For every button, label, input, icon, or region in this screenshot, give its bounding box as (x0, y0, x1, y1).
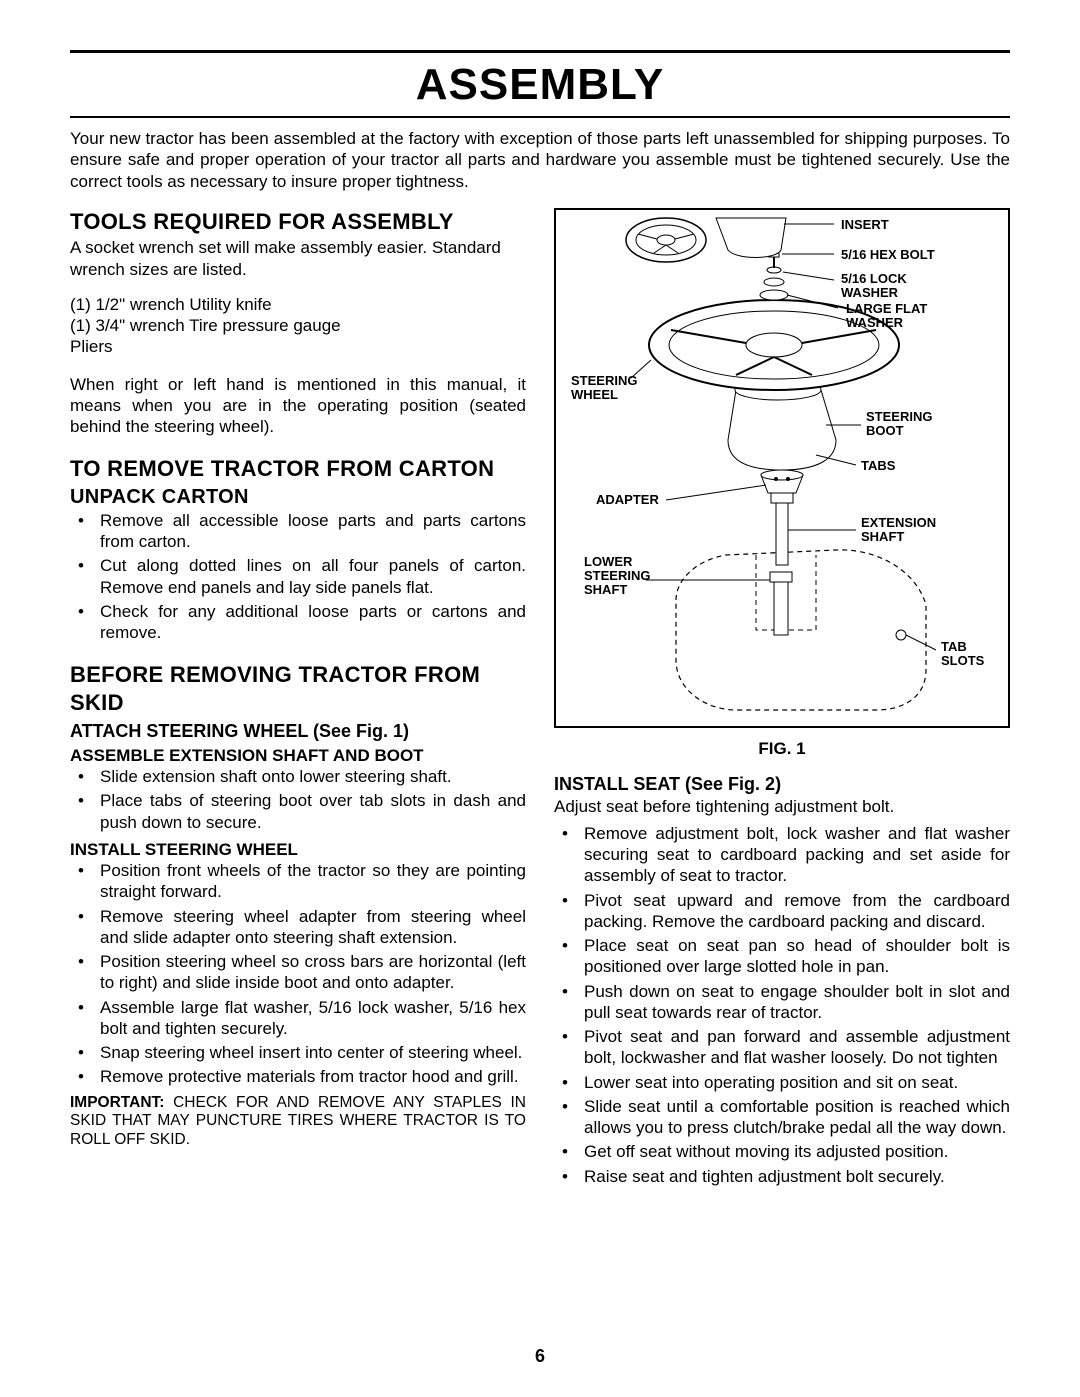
attach-steering-heading: ATTACH STEERING WHEEL (See Fig. 1) (70, 720, 526, 743)
install-wheel-list: Position front wheels of the tractor so … (70, 860, 526, 1088)
list-item: Remove protective materials from tractor… (100, 1066, 526, 1087)
tool-item: (1) 3/4" wrench Tire pressure gauge (70, 315, 526, 336)
left-column: TOOLS REQUIRED FOR ASSEMBLY A socket wre… (70, 208, 526, 1190)
right-column: INSERT 5/16 HEX BOLT 5/16 LOCK WASHER LA… (554, 208, 1010, 1190)
tools-lead: A socket wrench set will make assembly e… (70, 237, 526, 280)
label-steering-boot: STEERING BOOT (866, 410, 932, 439)
label-hex-bolt: 5/16 HEX BOLT (841, 248, 935, 262)
figure-caption: FIG. 1 (554, 738, 1010, 759)
assemble-ext-list: Slide extension shaft onto lower steerin… (70, 766, 526, 833)
label-lower-shaft: LOWER STEERING SHAFT (584, 555, 650, 598)
list-item: Snap steering wheel insert into center o… (100, 1042, 526, 1063)
list-item: Position front wheels of the tractor so … (100, 860, 526, 903)
label-adapter: ADAPTER (596, 493, 659, 507)
label-tab-slots: TAB SLOTS (941, 640, 984, 669)
list-item: Pivot seat upward and remove from the ca… (584, 890, 1010, 933)
rule-under-title (70, 116, 1010, 118)
list-item: Assemble large flat washer, 5/16 lock wa… (100, 997, 526, 1040)
list-item: Remove adjustment bolt, lock washer and … (584, 823, 1010, 887)
list-item: Cut along dotted lines on all four panel… (100, 555, 526, 598)
list-item: Slide extension shaft onto lower steerin… (100, 766, 526, 787)
list-item: Slide seat until a comfortable position … (584, 1096, 1010, 1139)
label-flat-washer: LARGE FLAT WASHER (846, 302, 927, 331)
label-extension-shaft: EXTENSION SHAFT (861, 516, 936, 545)
list-item: Push down on seat to engage shoulder bol… (584, 981, 1010, 1024)
before-skid-heading: BEFORE REMOVING TRACTOR FROM SKID (70, 661, 526, 716)
assemble-ext-heading: ASSEMBLE EXTENSION SHAFT AND BOOT (70, 745, 526, 766)
list-item: Get off seat without moving its adjusted… (584, 1141, 1010, 1162)
list-item: Position steering wheel so cross bars ar… (100, 951, 526, 994)
list-item: Remove steering wheel adapter from steer… (100, 906, 526, 949)
install-wheel-heading: INSTALL STEERING WHEEL (70, 839, 526, 860)
page-number: 6 (535, 1345, 545, 1368)
install-seat-heading: INSTALL SEAT (See Fig. 2) (554, 773, 1010, 796)
important-note: IMPORTANT: CHECK FOR AND REMOVE ANY STAP… (70, 1094, 526, 1150)
tools-heading: TOOLS REQUIRED FOR ASSEMBLY (70, 208, 526, 236)
rule-top (70, 50, 1010, 53)
list-item: Pivot seat and pan forward and assemble … (584, 1026, 1010, 1069)
unpack-carton-subheading: UNPACK CARTON (70, 485, 526, 510)
label-steering-wheel: STEERING WHEEL (571, 374, 637, 403)
figure-1: INSERT 5/16 HEX BOLT 5/16 LOCK WASHER LA… (554, 208, 1010, 728)
tool-item: (1) 1/2" wrench Utility knife (70, 294, 526, 315)
list-item: Check for any additional loose parts or … (100, 601, 526, 644)
list-item: Place tabs of steering boot over tab slo… (100, 790, 526, 833)
list-item: Place seat on seat pan so head of should… (584, 935, 1010, 978)
list-item: Raise seat and tighten adjustment bolt s… (584, 1166, 1010, 1187)
list-item: Remove all accessible loose parts and pa… (100, 510, 526, 553)
tools-note: When right or left hand is mentioned in … (70, 374, 526, 438)
unpack-carton-list: Remove all accessible loose parts and pa… (70, 510, 526, 644)
install-seat-lead: Adjust seat before tightening adjustment… (554, 796, 1010, 817)
intro-paragraph: Your new tractor has been assembled at t… (70, 128, 1010, 192)
list-item: Lower seat into operating position and s… (584, 1072, 1010, 1093)
label-tabs: TABS (861, 459, 895, 473)
install-seat-list: Remove adjustment bolt, lock washer and … (554, 823, 1010, 1187)
label-lock-washer: 5/16 LOCK WASHER (841, 272, 907, 301)
label-insert: INSERT (841, 218, 889, 232)
remove-carton-heading: TO REMOVE TRACTOR FROM CARTON (70, 455, 526, 483)
tool-item: Pliers (70, 336, 526, 357)
page-title: ASSEMBLY (70, 57, 1010, 112)
